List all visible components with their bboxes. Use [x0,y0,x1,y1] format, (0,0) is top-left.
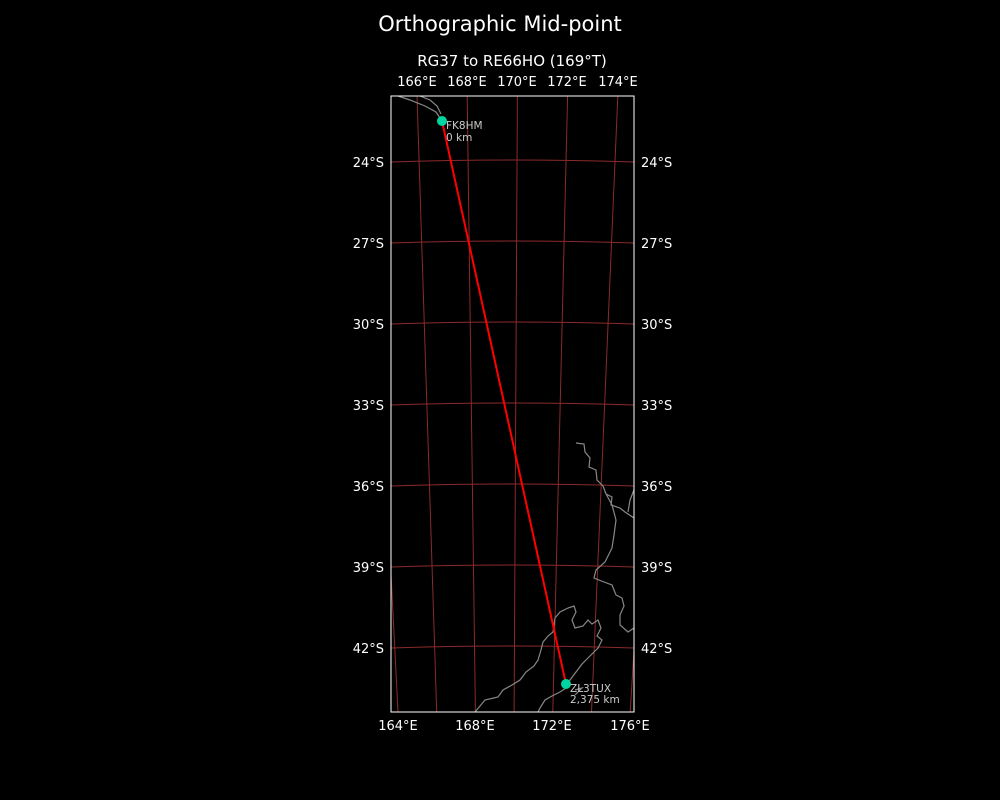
marker-fk8hm[interactable] [437,116,447,126]
parallel-line [391,564,634,568]
lat-tick-left: 33°S [353,399,384,414]
chart-subtitle: RG37 to RE66HO (169°T) [417,52,607,70]
lat-tick-left: 27°S [353,237,384,252]
label-zl3tux-call: ZL3TUX [570,683,611,695]
lat-tick-left: 42°S [353,642,384,657]
coastline-south-island [474,605,603,712]
top-tick: 174°E [598,75,638,90]
lat-tick-right: 33°S [641,399,672,414]
meridian-line [591,96,619,712]
meridian-line [513,96,518,712]
label-fk8hm-call: FK8HM [446,120,483,132]
bottom-lon-ticks: 164°E 168°E 172°E 176°E [378,719,650,734]
graticule [391,96,718,712]
top-tick: 170°E [497,75,537,90]
lat-tick-right: 42°S [641,642,672,657]
meridian-line [391,563,399,712]
lat-tick-right: 27°S [641,237,672,252]
top-tick: 168°E [447,75,487,90]
lat-tick-right: 36°S [641,480,672,495]
parallel-line [391,645,634,649]
label-zl3tux-dist: 2,375 km [570,694,620,706]
marker-zl3tux[interactable] [561,679,571,689]
top-tick: 166°E [397,75,437,90]
parallel-line [391,159,634,163]
lat-tick-left: 36°S [353,480,384,495]
great-circle-path [441,120,567,685]
bottom-tick: 176°E [610,719,650,734]
top-lon-ticks: 166°E 168°E 170°E 172°E 174°E [397,75,638,90]
label-fk8hm-dist: 0 km [446,132,472,144]
lat-tick-right: 30°S [641,318,672,333]
bottom-tick: 168°E [455,719,495,734]
lat-tick-left: 30°S [353,318,384,333]
coastlines [397,96,634,712]
parallel-line [391,240,634,244]
lat-tick-left: 24°S [353,156,384,171]
parallel-line [391,321,634,325]
coastline-new-caledonia [397,96,442,119]
meridian-line [466,96,476,712]
top-tick: 172°E [547,75,587,90]
lat-tick-right: 24°S [641,156,672,171]
bottom-tick: 172°E [532,719,572,734]
map-frame [390,95,635,713]
lat-tick-left: 39°S [353,561,384,576]
parallel-line [391,483,634,487]
meridian-line [669,96,718,712]
bottom-tick: 164°E [378,719,418,734]
meridian-line [416,96,438,712]
coastline-north-island [575,442,634,633]
meridian-line [552,96,569,712]
chart-title: Orthographic Mid-point [378,12,622,36]
lat-tick-right: 39°S [641,561,672,576]
parallel-line [391,402,634,406]
lat-ticks: 24°S 24°S 27°S 27°S 30°S 30°S 33°S 33°S 36°S 36°S… [353,156,673,657]
